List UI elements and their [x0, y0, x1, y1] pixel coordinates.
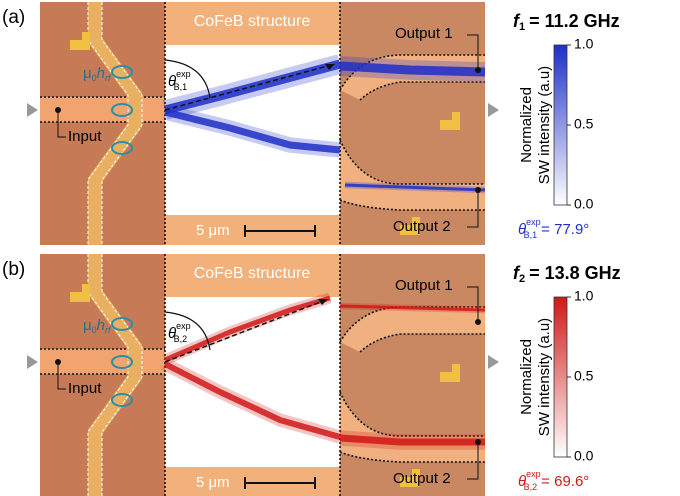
structure-top	[165, 254, 340, 297]
colorbar-tick-label: 0.0	[574, 448, 594, 464]
in-arrow	[27, 103, 38, 117]
arrow-head	[325, 64, 335, 70]
field-label: μ0hrf	[83, 317, 112, 335]
in-arrow	[27, 355, 38, 369]
leader-dot	[475, 187, 481, 193]
rf-loop	[111, 141, 133, 155]
beam	[164, 295, 331, 363]
marker	[440, 364, 460, 382]
frequency-title: f1 = 11.2 GHz	[513, 11, 620, 33]
angle-arc	[164, 59, 211, 99]
marker	[440, 112, 460, 130]
angle-arc	[164, 311, 211, 351]
structure-bottom	[165, 467, 340, 496]
angle-label: θexp B,1	[168, 69, 191, 92]
leader-dot	[55, 359, 61, 365]
arrow-head	[318, 299, 328, 305]
rf-loop	[111, 317, 133, 331]
scale-label: 5 μm	[196, 222, 230, 239]
antenna	[88, 254, 142, 496]
outline	[339, 391, 485, 437]
colorbar	[553, 44, 568, 206]
outline	[359, 81, 485, 101]
angle-arrow	[164, 63, 336, 111]
leader	[467, 442, 479, 480]
leader	[57, 362, 66, 390]
colorbar-label: Normalized	[518, 339, 535, 415]
rf-loop	[111, 393, 133, 407]
leader-dot	[55, 107, 61, 113]
outline	[339, 451, 485, 463]
leader	[467, 286, 479, 322]
output-label: Output 1	[395, 277, 453, 294]
antenna	[88, 2, 142, 245]
beam	[339, 304, 486, 312]
output-arm	[340, 140, 485, 210]
output-arm	[340, 307, 485, 352]
input-label: Input	[68, 380, 102, 397]
panel-label: (b)	[2, 259, 25, 280]
frequency-title: f2 = 13.8 GHz	[513, 263, 621, 285]
leader	[467, 34, 479, 70]
colorbar-label: Normalized	[518, 87, 535, 163]
marker	[70, 284, 90, 302]
output-label: Output 2	[393, 218, 451, 235]
beam	[339, 434, 485, 446]
panel: (a) θexp B,1 CoFeB structure Output 1 Output …	[2, 2, 620, 245]
outline	[339, 54, 485, 91]
beam	[163, 361, 341, 440]
field-label: μ0hrf	[83, 65, 112, 83]
colorbar-label: SW intensity (a.u)	[536, 318, 553, 436]
angle-value: θexp B,1 = 77.9°	[518, 217, 589, 240]
structure-label: CoFeB structure	[194, 265, 311, 282]
structure-top	[165, 2, 340, 45]
structure-label: CoFeB structure	[194, 13, 311, 30]
angle-arrow	[164, 298, 329, 363]
scale-label: 5 μm	[196, 474, 230, 491]
marker	[400, 217, 420, 235]
colorbar	[553, 296, 568, 458]
leader-dot	[475, 319, 481, 325]
angle-label: θexp B,2	[168, 321, 191, 344]
colorbar-tick-label: 0.0	[574, 196, 594, 212]
colorbar-tick-label: 1.0	[574, 288, 594, 304]
marker	[400, 469, 420, 487]
panel-label: (a)	[2, 7, 25, 28]
leader	[467, 190, 479, 228]
outline	[339, 139, 485, 185]
outline	[339, 199, 485, 211]
colorbar-tick-label: 0.5	[574, 368, 594, 384]
antenna-edge	[101, 2, 143, 245]
antenna-edge	[101, 254, 143, 496]
beam	[164, 108, 341, 154]
input-label: Input	[68, 128, 102, 145]
beam	[344, 183, 486, 192]
outline	[359, 333, 485, 353]
output-label: Output 1	[395, 25, 453, 42]
output-label: Output 2	[393, 470, 451, 487]
colorbar-label: SW intensity (a.u)	[536, 66, 553, 184]
panel: (b) θexp B,2 CoFeB structure Output 1 Output …	[2, 254, 621, 496]
marker	[70, 32, 90, 50]
scale-bar	[244, 477, 316, 489]
rf-loop	[111, 355, 133, 369]
colorbar-tick-label: 1.0	[574, 36, 594, 52]
rf-loop	[111, 65, 133, 79]
colorbar-tick-label: 0.5	[574, 116, 594, 132]
beam	[339, 61, 486, 77]
angle-value: θexp B,2 = 69.6°	[518, 469, 589, 492]
out-arrow	[488, 355, 499, 369]
leader-dot	[475, 67, 481, 73]
leader-dot	[475, 439, 481, 445]
scale-bar	[244, 225, 316, 237]
leader	[57, 110, 66, 138]
out-arrow	[488, 103, 499, 117]
rf-loop	[111, 103, 133, 117]
